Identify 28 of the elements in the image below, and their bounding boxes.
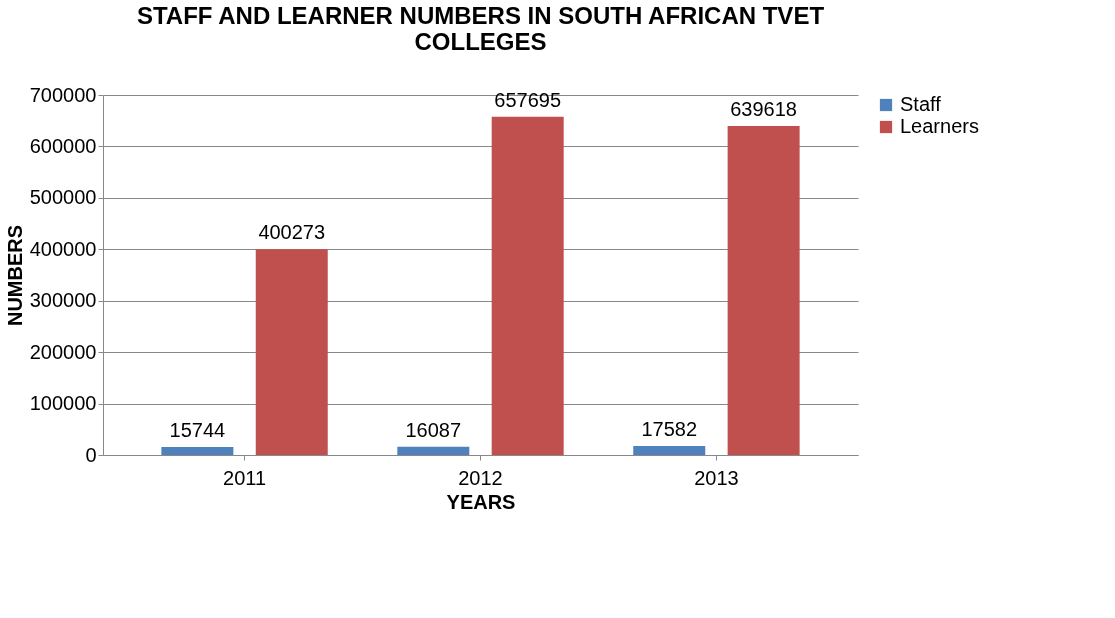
y-tick-label: 400000 <box>29 237 97 260</box>
legend-label: Learners <box>900 115 979 137</box>
data-label: 639618 <box>730 98 797 121</box>
x-axis-title: YEARS <box>446 490 516 513</box>
x-tick-label: 2011 <box>223 466 267 489</box>
data-label: 15744 <box>169 418 226 441</box>
y-tick-label: 0 <box>85 443 97 466</box>
bar <box>397 446 470 455</box>
y-tick-label: 100000 <box>29 392 97 415</box>
bar <box>161 446 234 455</box>
y-tick-label: 200000 <box>29 340 97 363</box>
data-label: 400273 <box>258 221 326 244</box>
legend-label: Staff <box>900 93 942 115</box>
x-tick-label: 2013 <box>694 466 739 489</box>
y-tick-label: 500000 <box>29 186 97 209</box>
bar <box>727 126 800 455</box>
y-tick-label: 300000 <box>29 289 97 312</box>
data-label: 657695 <box>494 88 562 111</box>
x-tick-label: 2012 <box>458 466 503 489</box>
bar <box>633 445 706 455</box>
bar <box>255 249 328 455</box>
data-label: 16087 <box>405 418 462 441</box>
bar <box>491 116 564 455</box>
chart-title: STAFF AND LEARNER NUMBERS IN SOUTH AFRICAN TVET COLLEGES <box>136 2 825 55</box>
y-tick-label: 700000 <box>29 83 97 106</box>
y-axis-title: NUMBERS <box>3 224 26 327</box>
y-tick-label: 600000 <box>29 134 97 157</box>
data-label: 17582 <box>641 417 698 440</box>
